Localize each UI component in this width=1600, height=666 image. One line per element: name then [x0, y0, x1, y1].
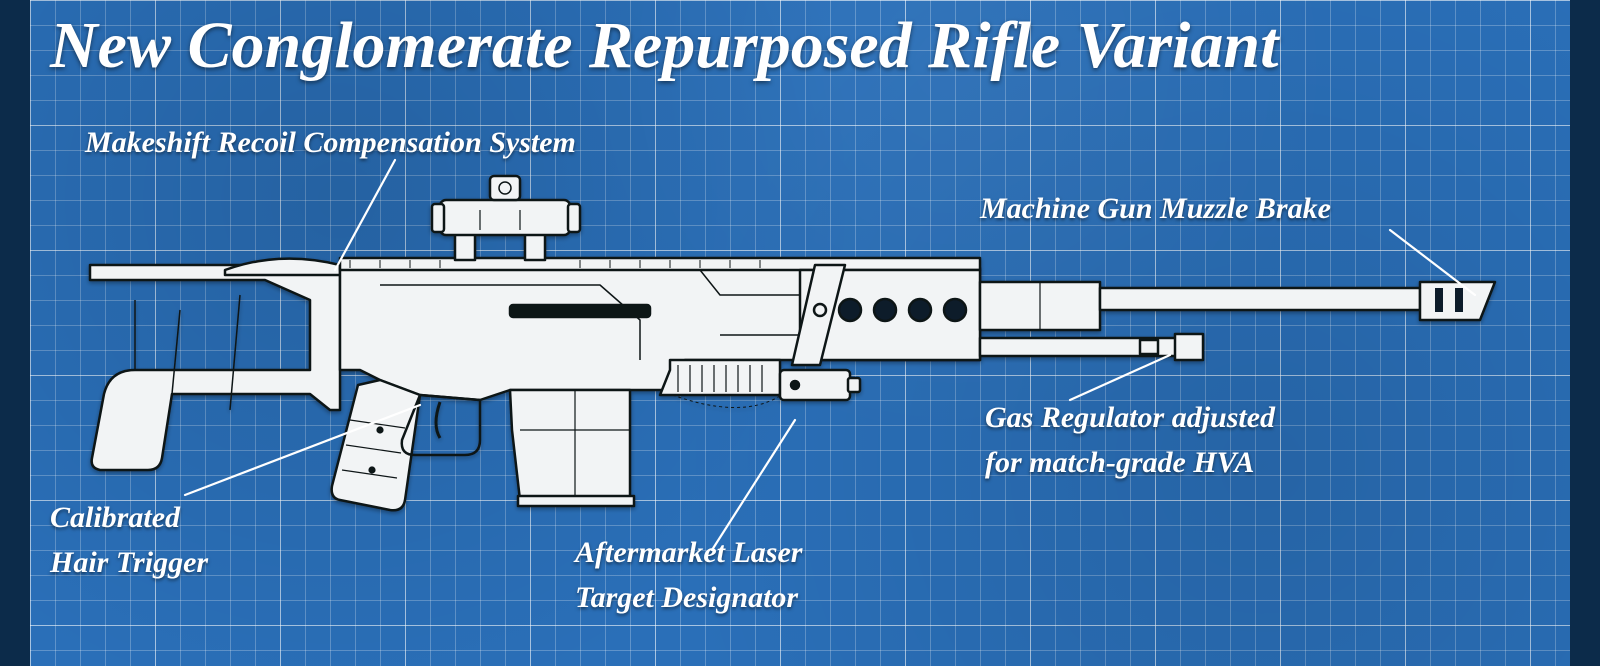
label-muzzle-brake: Machine Gun Muzzle Brake: [980, 186, 1331, 231]
blueprint-stage: New Conglomerate Repurposed Rifle Varian…: [0, 0, 1600, 666]
label-laser-designator: Aftermarket LaserTarget Designator: [575, 530, 802, 620]
blueprint-title: New Conglomerate Repurposed Rifle Varian…: [50, 8, 1278, 84]
label-recoil-compensation: Makeshift Recoil Compensation System: [85, 120, 576, 165]
label-gas-regulator: Gas Regulator adjustedfor match-grade HV…: [985, 395, 1275, 485]
label-hair-trigger: CalibratedHair Trigger: [50, 495, 208, 585]
